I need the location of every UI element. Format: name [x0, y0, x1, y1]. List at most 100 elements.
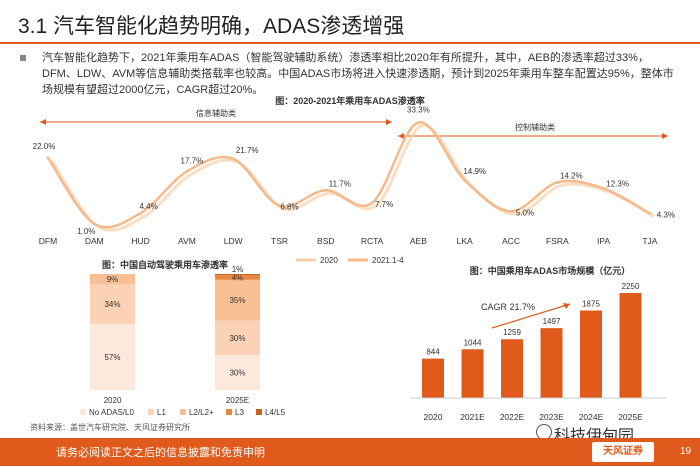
market-x-tick-label: 2023E — [539, 412, 564, 422]
stacked-bar-label: 30% — [229, 369, 245, 378]
line-point — [370, 201, 374, 205]
line-data-label: 4.4% — [139, 202, 157, 211]
line-x-tick-label: LKA — [457, 236, 473, 246]
control-group-label: 控制辅助类 — [515, 122, 555, 132]
line-data-label: 12.3% — [606, 179, 629, 188]
stacked-bar-segment — [215, 320, 260, 356]
info-group-arrow-left-icon — [40, 119, 46, 125]
line-point — [463, 178, 467, 182]
market-bar-label: 844 — [426, 348, 440, 357]
stacked-x-tick-label: 2025E — [226, 396, 249, 405]
line-data-label: 6.8% — [280, 203, 298, 212]
stacked-bar-label: 9% — [107, 275, 119, 284]
market-x-tick-label: 2025E — [618, 412, 643, 422]
title-underline — [0, 42, 700, 44]
line-x-tick-label: BSD — [317, 236, 334, 246]
line-point — [278, 204, 281, 208]
line-point — [648, 212, 652, 216]
control-group-arrow-left-icon — [398, 133, 404, 139]
line-data-label: 4.3% — [657, 211, 675, 220]
stacked-bar-segment — [215, 275, 260, 280]
stacked-bar-label: 35% — [229, 296, 245, 305]
footer-bar — [0, 438, 700, 466]
line-point — [92, 222, 96, 226]
line-point — [555, 180, 559, 184]
info-group-label: 信息辅助类 — [196, 108, 236, 118]
market-chart-title: 图：中国乘用车ADAS市场规模（亿元） — [470, 265, 631, 276]
stacked-bar-segment — [215, 355, 260, 390]
cagr-label: CAGR 21.7% — [481, 302, 535, 312]
stacked-legend-swatch — [226, 409, 232, 415]
line-data-label: 11.7% — [329, 179, 351, 188]
line-data-label: 22.0% — [33, 142, 56, 151]
control-group-arrow-right-icon — [662, 133, 668, 139]
line-point — [139, 211, 143, 215]
market-x-tick-label: 2024E — [579, 412, 604, 422]
stacked-legend-swatch — [256, 409, 262, 415]
line-point — [231, 157, 235, 161]
line-point — [416, 120, 420, 124]
stack-chart-title: 图：中国自动驾驶乘用车渗透率 — [102, 259, 228, 270]
line-data-label: 14.2% — [560, 171, 583, 180]
stacked-bar-label: 57% — [104, 353, 120, 362]
stacked-legend-swatch — [180, 409, 186, 415]
market-bar-label: 1044 — [464, 338, 482, 347]
market-bar-label: 1259 — [503, 328, 521, 337]
stacked-legend-label: L1 — [157, 408, 166, 417]
market-bar-label: 1497 — [543, 317, 561, 326]
line-x-tick-label: ACC — [502, 236, 520, 246]
market-bar — [501, 339, 523, 398]
line-x-tick-label: TJA — [642, 236, 657, 246]
line-point — [46, 156, 50, 160]
market-bar — [461, 349, 484, 398]
line-point — [602, 186, 606, 190]
legend-2020-label: 2020 — [320, 256, 338, 265]
stacked-bar-segment — [215, 279, 260, 321]
line-point — [185, 169, 189, 173]
line-data-label: 14.9% — [463, 167, 486, 176]
line-x-tick-label: AVM — [178, 236, 196, 246]
stacked-legend-label: L4/L5 — [265, 408, 286, 417]
stacked-legend-swatch — [80, 409, 86, 415]
stacked-bar-segment — [90, 274, 135, 285]
market-bar — [540, 328, 563, 398]
source-note: 资料来源：盖世汽车研究院、天风证券研究所 — [30, 423, 190, 432]
page-number: 19 — [680, 446, 692, 457]
market-x-tick-label: 2021E — [460, 412, 485, 422]
brand-logo: 天风证券 — [592, 442, 654, 462]
market-bar — [580, 310, 602, 398]
summary-paragraph: 汽车智能化趋势下，2021年乘用车ADAS（智能驾驶辅助系统）渗透率相比2020… — [42, 52, 674, 96]
stacked-x-tick-label: 2020 — [104, 396, 122, 405]
autonomous-driving-stacked-chart: 图：中国自动驾驶乘用车渗透率 57% 34% 9% 30% 30% 35% 4%1% 202… — [80, 259, 286, 417]
stacked-bar-label: 1% — [232, 265, 244, 274]
stacked-legend-label: L3 — [235, 408, 244, 417]
cagr-arrow-head-icon — [563, 303, 570, 309]
line-point — [509, 209, 513, 213]
page-title: 3.1 汽车智能化趋势明确，ADAS渗透增强 — [18, 15, 405, 38]
stacked-bar-label: 30% — [229, 334, 245, 343]
stacked-legend-label: L2/L2+ — [189, 408, 214, 417]
market-bar — [619, 293, 642, 398]
line-x-tick-label: TSR — [271, 236, 288, 246]
line-data-label: 21.7% — [236, 146, 259, 155]
stacked-bar-segment — [90, 284, 135, 324]
adas-market-size-bar-chart: 图：中国乘用车ADAS市场规模（亿元） 844 1044 1259 1497 1875 2… — [410, 265, 666, 422]
line-x-tick-label: IPA — [597, 236, 610, 246]
market-x-tick-label: 2022E — [500, 412, 525, 422]
stacked-bar-label: 4% — [232, 273, 244, 282]
bullet-square-icon — [20, 55, 26, 61]
line-data-label: 33.3% — [407, 105, 430, 114]
legend-2021-label: 2021.1-4 — [372, 256, 404, 265]
footer-disclaimer: 请务必阅读正文之后的信息披露和免责申明 — [56, 447, 265, 459]
market-bar-label: 2250 — [622, 282, 640, 291]
line-point — [324, 188, 328, 192]
stacked-bar-label: 34% — [104, 300, 120, 309]
stacked-bar-segment — [90, 323, 135, 390]
line-x-tick-label: DFM — [39, 236, 57, 246]
stacked-legend-swatch — [148, 409, 154, 415]
line-chart-title: 图：2020-2021年乘用车ADAS渗透率 — [275, 95, 425, 106]
line-data-label: 17.7% — [181, 156, 204, 165]
line-data-label: 5.0% — [516, 208, 534, 217]
line-x-tick-label: LDW — [224, 236, 243, 246]
